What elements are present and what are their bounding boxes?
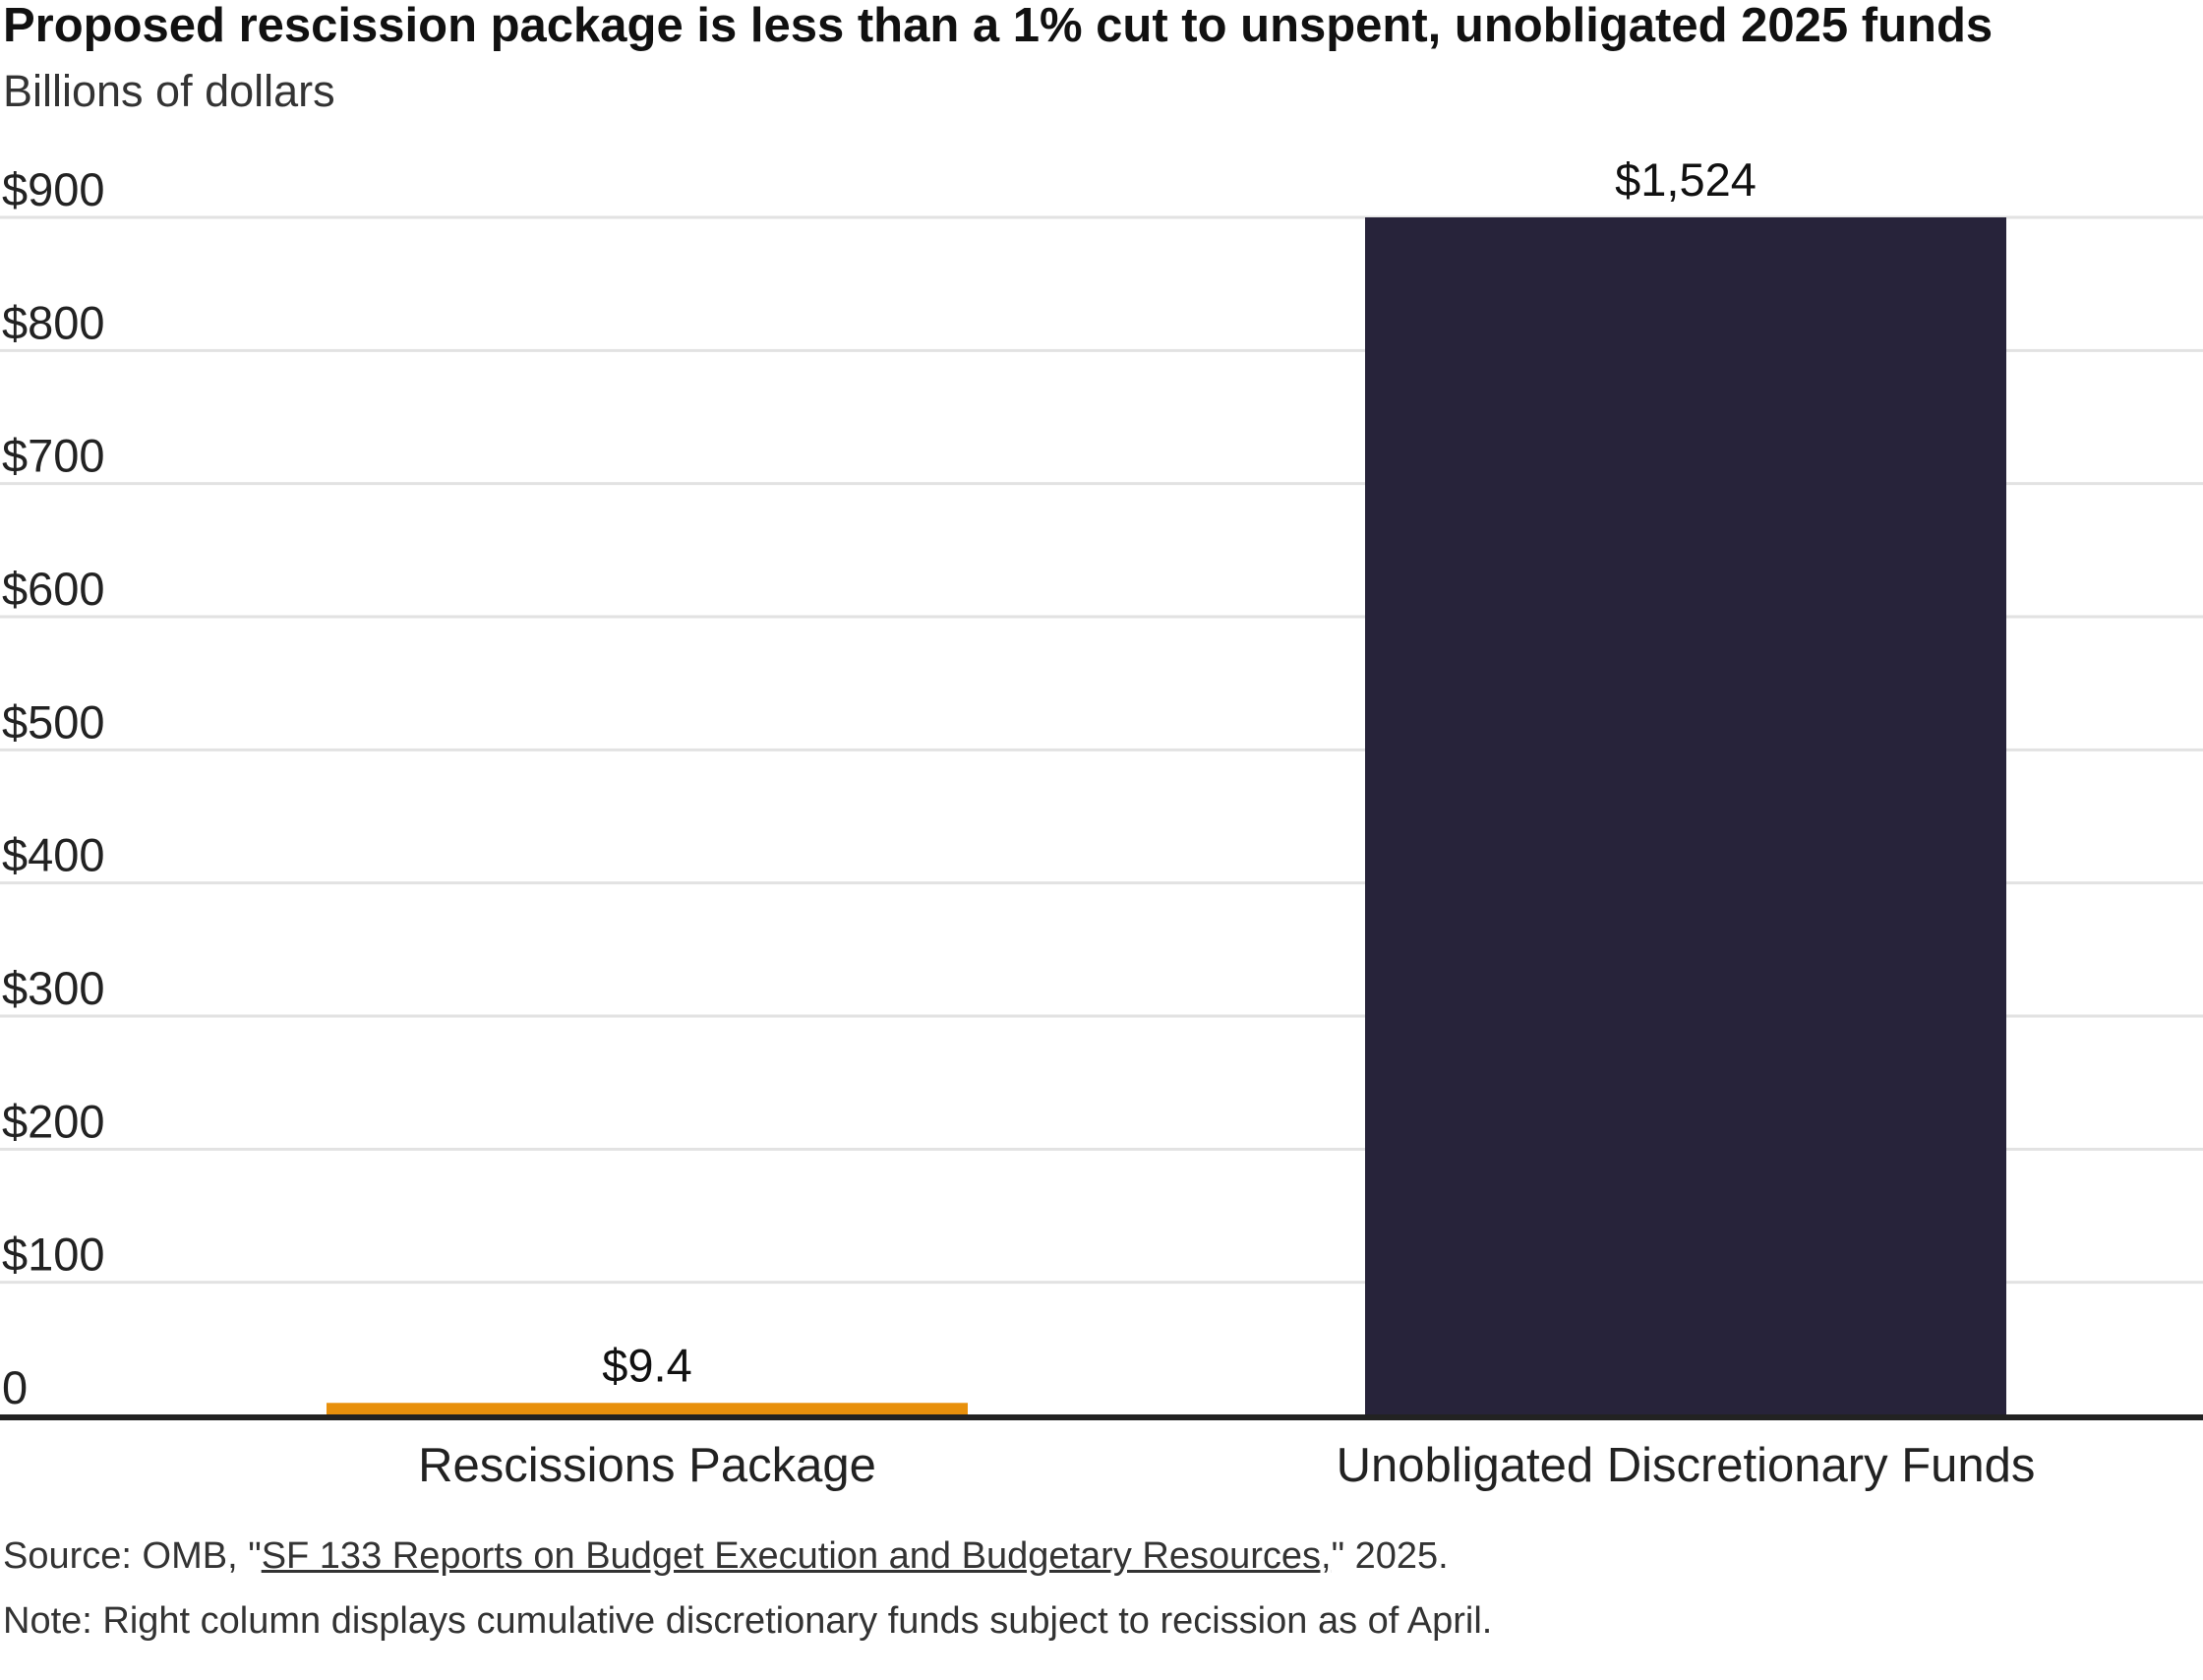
chart-subtitle: Billions of dollars <box>3 66 335 116</box>
bar-unobligated-funds <box>1365 217 2006 1415</box>
y-tick-label: $300 <box>2 962 105 1014</box>
note-line: Note: Right column displays cumulative d… <box>3 1600 1493 1642</box>
y-tick-label: $200 <box>2 1095 105 1147</box>
y-tick-label: $700 <box>2 430 105 482</box>
x-category-label: Unobligated Discretionary Funds <box>1337 1439 2036 1492</box>
y-tick-label: $400 <box>2 829 105 881</box>
chart-title: Proposed rescission package is less than… <box>3 0 1994 52</box>
y-tick-label: $100 <box>2 1229 105 1281</box>
source-prefix: Source: OMB, " <box>3 1535 262 1577</box>
y-tick-label: $500 <box>2 695 105 748</box>
y-tick-label: $900 <box>2 163 105 215</box>
bar-chart: 0 $100 $200 $300 $400 $500 $600 $700 $800 $900 $9.… <box>0 153 2203 1492</box>
data-label: $1,524 <box>1615 153 1756 206</box>
source-suffix: " 2025. <box>1331 1535 1449 1577</box>
bar-rescissions-package <box>327 1403 968 1415</box>
source-line: Source: OMB, "SF 133 Reports on Budget E… <box>3 1534 1449 1578</box>
x-category-label: Rescissions Package <box>418 1439 876 1492</box>
y-tick-label: 0 <box>2 1361 28 1413</box>
y-tick-label: $800 <box>2 296 105 348</box>
source-link[interactable]: SF 133 Reports on Budget Execution and B… <box>261 1535 1332 1577</box>
y-tick-label: $600 <box>2 563 105 615</box>
data-label: $9.4 <box>602 1339 691 1391</box>
